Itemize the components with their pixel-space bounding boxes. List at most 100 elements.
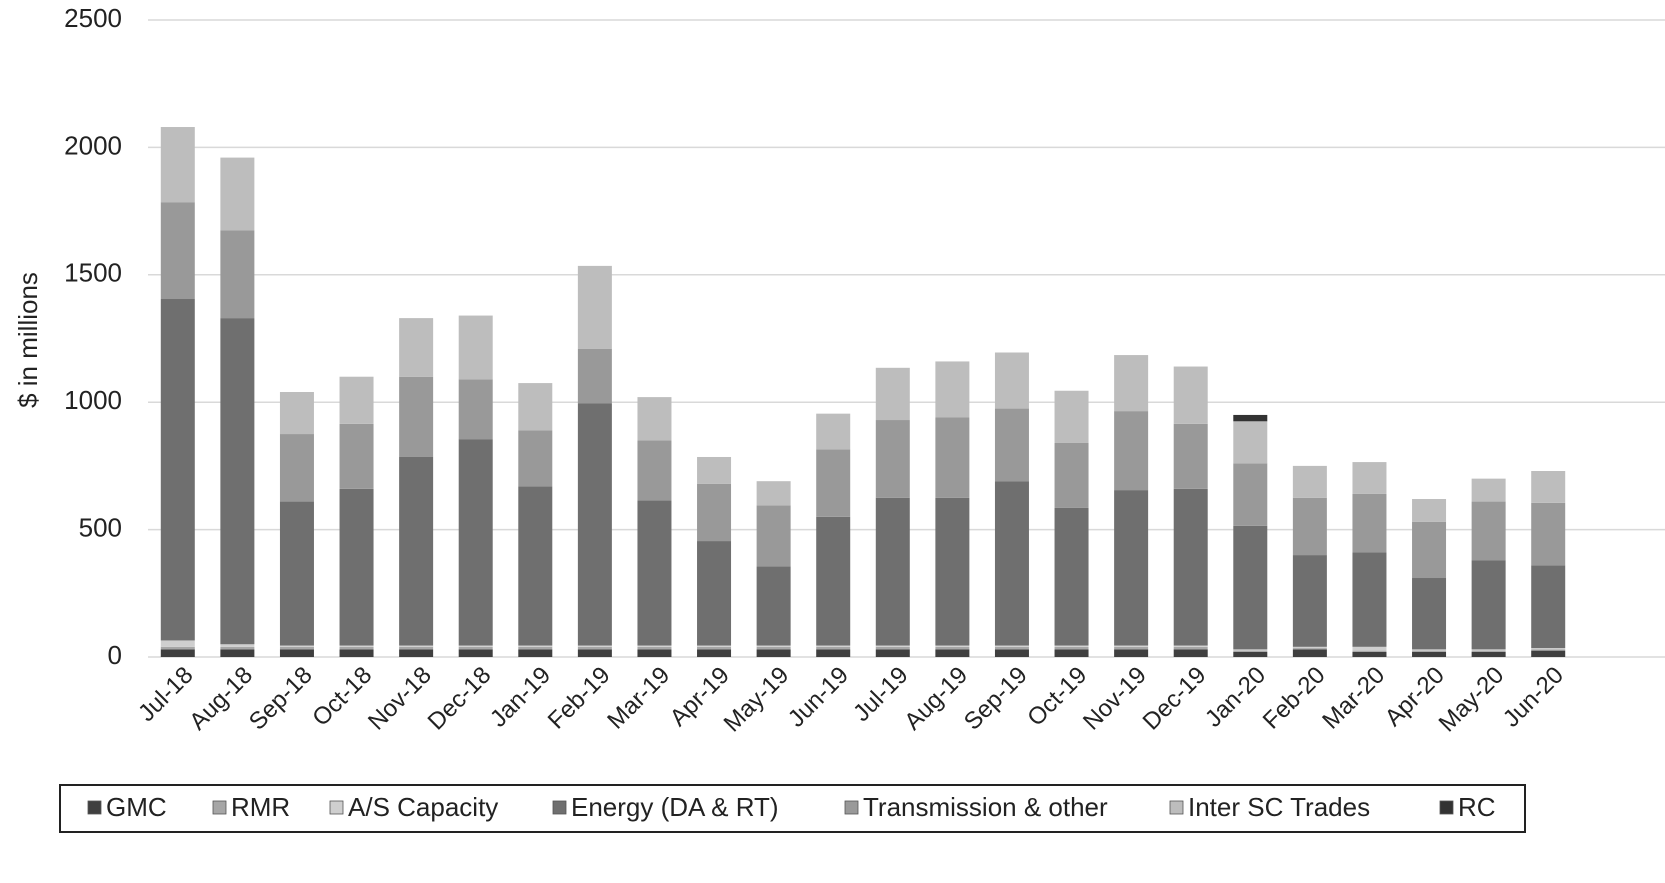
bar-segment [220, 157, 255, 231]
bar-segment [1531, 502, 1566, 566]
bar-segment [875, 645, 910, 647]
bar-segment [399, 646, 434, 650]
x-tick-label: Aug-18 [184, 662, 258, 736]
bar-segment [1412, 649, 1447, 651]
y-tick-label: 2000 [64, 130, 122, 160]
bar-segment [637, 646, 672, 650]
bar-segment [1054, 646, 1089, 650]
x-tick-label: Mar-19 [602, 662, 675, 735]
bar-segment [994, 646, 1029, 650]
bar-segment [1471, 649, 1506, 651]
bar-segment [1352, 650, 1387, 652]
bar-segment [160, 127, 195, 203]
bar-segment [220, 644, 255, 647]
legend-swatch [212, 800, 227, 815]
bar-segment [399, 376, 434, 457]
bar-segment [935, 497, 970, 646]
bar-segment [1114, 490, 1149, 646]
y-tick-label: 500 [79, 512, 122, 542]
bar-segment [935, 361, 970, 418]
x-tick-label: Mar-20 [1317, 662, 1390, 735]
bar-segment [875, 649, 910, 657]
bar-segment [339, 423, 374, 489]
bar-segment [935, 646, 970, 650]
bar-segment [1173, 645, 1208, 647]
bar-segment [1471, 478, 1506, 502]
y-tick-label: 2500 [64, 3, 122, 33]
bar-segment [697, 645, 732, 647]
x-tick-label: May-19 [719, 662, 795, 738]
bar-segment [1412, 651, 1447, 657]
bar-segment [1412, 499, 1447, 522]
bar-segment [994, 649, 1029, 657]
legend-swatch [87, 800, 102, 815]
x-tick-label: Nov-18 [363, 662, 437, 736]
bar-segment [1531, 565, 1566, 649]
bar-segment [1173, 488, 1208, 646]
bar-segment [1292, 648, 1327, 650]
bar-segment [1471, 650, 1506, 652]
bar-segment [1292, 555, 1327, 647]
bar-segment [160, 646, 195, 650]
x-tick-label: Jun-19 [783, 662, 854, 733]
bar-segment [458, 315, 493, 380]
bar-segment [458, 379, 493, 440]
bar-segment [339, 488, 374, 646]
y-tick-label: 1000 [64, 385, 122, 415]
bar-segment [1233, 649, 1268, 651]
bar-segment [994, 408, 1029, 482]
x-tick-label: Sep-18 [244, 662, 318, 736]
bar-segment [875, 646, 910, 650]
legend [59, 784, 1526, 833]
x-tick-label: Dec-18 [423, 662, 497, 736]
bar-segment [339, 376, 374, 424]
bar-segment [756, 481, 791, 506]
bar-segment [220, 230, 255, 319]
bar-segment [458, 649, 493, 657]
bar-segment [756, 505, 791, 567]
x-tick-label: Jun-20 [1498, 662, 1569, 733]
bar-segment [816, 449, 851, 517]
bar-segment [1531, 650, 1566, 657]
bar-segment [756, 646, 791, 650]
bar-segment [994, 645, 1029, 647]
bar-segment [875, 420, 910, 498]
bar-segment [458, 645, 493, 647]
bar-segment [220, 318, 255, 645]
bar-segment [875, 497, 910, 646]
x-tick-label: Feb-19 [543, 662, 616, 735]
x-tick-label: Sep-19 [959, 662, 1033, 736]
bar-segment [577, 645, 612, 647]
bar-segment [339, 646, 374, 650]
bar-segment [1173, 366, 1208, 424]
bar-segment [279, 434, 314, 502]
bar-segment [935, 417, 970, 498]
bar-segment [279, 392, 314, 435]
bar-segment [756, 649, 791, 657]
legend-label: RC [1458, 792, 1496, 822]
legend-swatch [844, 800, 859, 815]
bar-segment [1054, 645, 1089, 647]
bar-segment [1471, 501, 1506, 561]
bar-segment [756, 566, 791, 646]
y-tick-label: 0 [108, 640, 122, 670]
bar-segment [1114, 645, 1149, 647]
bar-segment [518, 649, 553, 657]
bar-segment [1412, 521, 1447, 579]
bar-segment [1054, 649, 1089, 657]
bar-segment [1471, 651, 1506, 657]
bar-segment [518, 486, 553, 646]
bar-segment [577, 403, 612, 646]
bar-segment [1531, 470, 1566, 503]
x-tick-label: Jan-19 [485, 662, 556, 733]
bar-segment [1054, 390, 1089, 443]
bar-segment [458, 439, 493, 646]
bar-segment [518, 430, 553, 487]
bar-segment [279, 646, 314, 650]
bar-segment [220, 646, 255, 650]
bar-segment [399, 456, 434, 646]
x-tick-label: Dec-19 [1138, 662, 1212, 736]
legend-label: Inter SC Trades [1188, 792, 1370, 822]
x-tick-label: May-20 [1434, 662, 1510, 738]
legend-label: A/S Capacity [348, 792, 498, 822]
